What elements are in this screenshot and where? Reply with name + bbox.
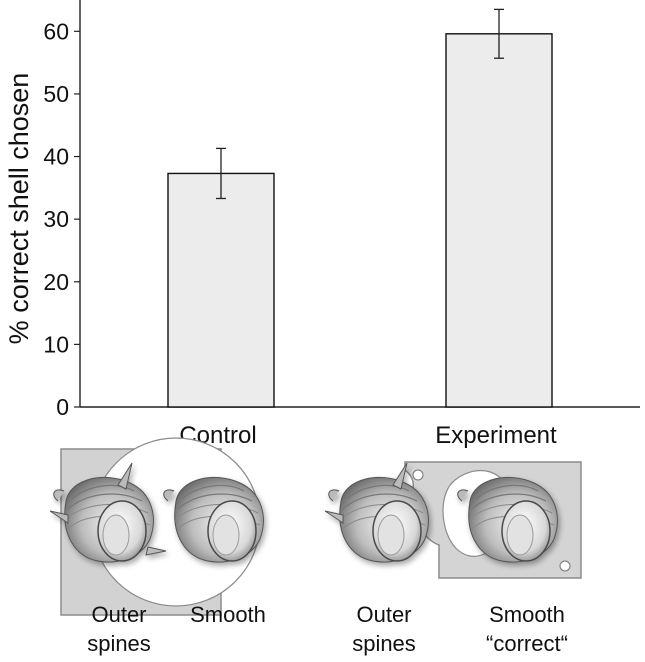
experiment-shell-illustration bbox=[324, 461, 582, 579]
chart-bars bbox=[167, 8, 553, 408]
panel-hole-bottom bbox=[559, 560, 571, 572]
experiment-right-label-line1: Smooth bbox=[489, 602, 565, 627]
experiment-left-label-line1: Outer bbox=[356, 602, 411, 627]
y-tick-label: 10 bbox=[43, 331, 69, 357]
y-tick-label: 40 bbox=[43, 144, 69, 170]
y-tick-label: 60 bbox=[43, 18, 69, 44]
y-tick-label: 30 bbox=[43, 206, 69, 232]
control-shell-illustration bbox=[49, 437, 265, 616]
control-left-label-line1: Outer bbox=[91, 602, 146, 627]
y-tick-label: 0 bbox=[56, 394, 69, 420]
y-tick-label: 20 bbox=[43, 269, 69, 295]
x-tick-label-experiment: Experiment bbox=[435, 422, 557, 449]
shell-labels: Outer spines Smooth Outer spines Smooth … bbox=[87, 602, 568, 656]
experiment-left-label-line2: spines bbox=[352, 631, 416, 656]
y-tick-label: 50 bbox=[43, 81, 69, 107]
spiny-shell-icon bbox=[49, 462, 167, 563]
bar-control bbox=[167, 172, 275, 408]
spiny-shell-icon bbox=[324, 462, 430, 563]
y-axis-title: % correct shell chosen bbox=[4, 73, 34, 345]
control-left-label-line2: spines bbox=[87, 631, 151, 656]
bar-experiment bbox=[445, 33, 553, 408]
panel-hole-top bbox=[412, 469, 424, 481]
experiment-right-label-line2: “correct“ bbox=[486, 631, 568, 656]
control-right-label-line1: Smooth bbox=[190, 602, 266, 627]
